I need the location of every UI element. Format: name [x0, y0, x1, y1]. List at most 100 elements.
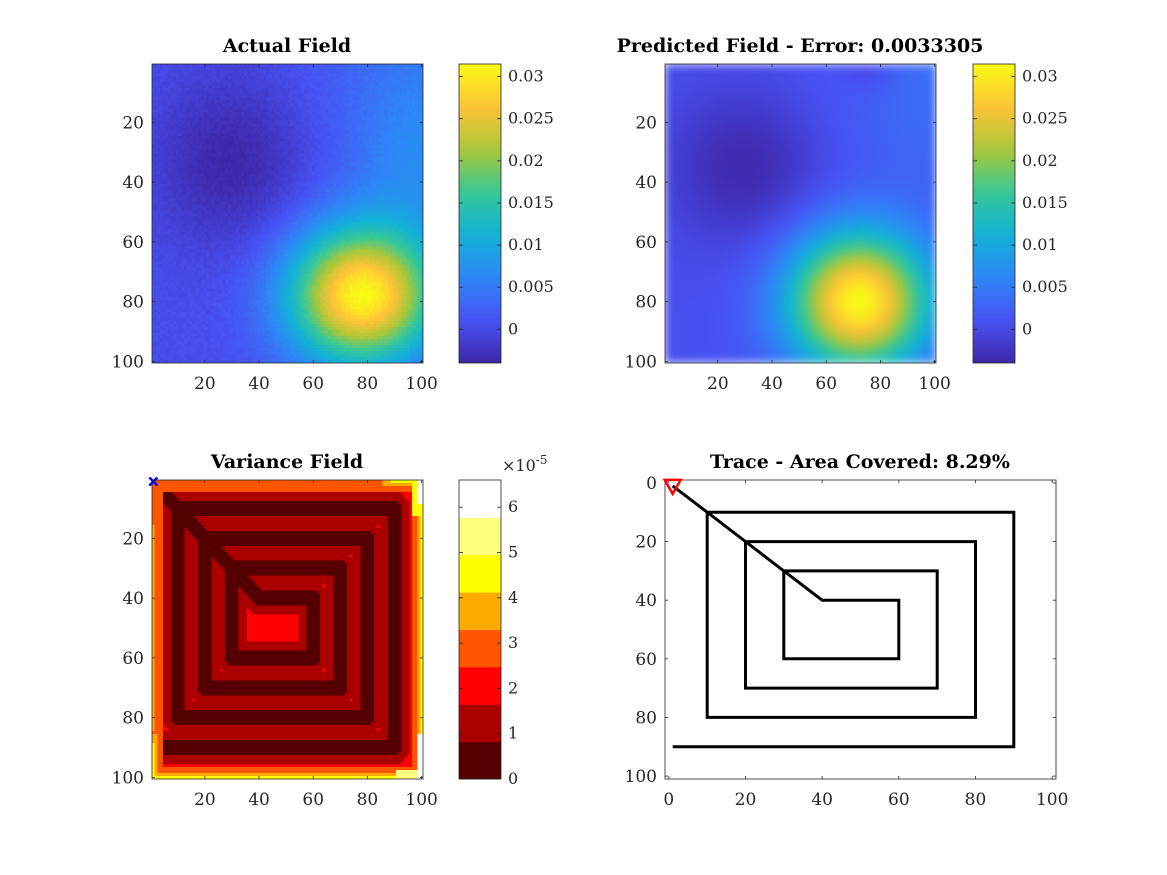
x-tick-label: 60 [302, 374, 324, 394]
x-tick-label: 0 [663, 790, 674, 810]
y-tick-label: 80 [122, 709, 144, 729]
start-marker-x [148, 476, 159, 487]
y-tick-label: 20 [122, 529, 144, 549]
x-tick-label: 80 [965, 790, 987, 810]
y-tick-label: 20 [122, 113, 144, 133]
colorbar-gradient [973, 64, 1015, 363]
heatmap-actual [152, 64, 423, 363]
colorbar-tick-label: 0.02 [1022, 151, 1058, 170]
x-tick-label: 100 [405, 790, 437, 810]
x-tick-label: 60 [302, 790, 324, 810]
x-tick-label: 20 [707, 374, 729, 394]
colorbar-level [459, 592, 501, 630]
x-tick-label: 80 [357, 790, 379, 810]
heatmap-variance [148, 476, 423, 779]
colorbar-actual: 0 0.005 0.01 0.015 0.02 0.025 0.03 [458, 63, 554, 364]
colorbar-tick-label: 0.03 [1022, 67, 1058, 86]
colorbar-level [459, 554, 501, 593]
y-tick-label: 40 [122, 173, 144, 193]
trace-line [671, 484, 1016, 749]
axes-variance: 20 40 60 80 100 20 40 60 80 100 [112, 480, 438, 810]
y-tick-label: 20 [635, 113, 657, 133]
chart-title: Trace - Area Covered: 8.29% [710, 451, 1010, 473]
colorbar-level [459, 517, 501, 556]
x-tick-label: 40 [761, 374, 783, 394]
panel-actual-field: Actual Field 20 40 60 80 100 20 40 60 80 100 0 0.0… [112, 35, 554, 394]
colorbar-tick-label: 3 [508, 633, 518, 652]
plot-frame [151, 63, 424, 364]
y-tick-label: 80 [122, 293, 144, 313]
colorbar-tick-label: 0.02 [508, 151, 544, 170]
colorbar-tick-label: 0.025 [1022, 109, 1068, 128]
colorbar-tick-label: 2 [508, 678, 518, 697]
x-tick-label: 100 [1036, 790, 1068, 810]
colorbar-tick-label: 0.005 [508, 277, 554, 296]
colorbar-tick-label: 1 [508, 724, 518, 743]
colorbar-level [459, 741, 501, 780]
colorbar-level [459, 666, 501, 705]
colorbar-tick-label: 0 [1022, 319, 1032, 338]
panel-trace: Trace - Area Covered: 8.29% 0 20 40 60 80 100… [625, 451, 1069, 810]
y-tick-label: 100 [112, 353, 144, 373]
axes-actual: 20 40 60 80 100 20 40 60 80 100 [112, 64, 438, 394]
colorbar-tick-label: 0.005 [1022, 277, 1068, 296]
heatmap-image [152, 480, 423, 779]
colorbar-level [459, 480, 501, 518]
colorbar-level [459, 704, 501, 743]
x-tick-label: 60 [888, 790, 910, 810]
y-tick-label: 100 [625, 767, 657, 787]
x-tick-label: 100 [405, 374, 437, 394]
colorbar-tick-label: 0.03 [508, 67, 544, 86]
y-tick-label: 80 [635, 708, 657, 728]
panel-predicted-field: Predicted Field - Error: 0.0033305 20 40 6… [617, 35, 1068, 394]
colorbar-tick-label: 0.01 [508, 235, 544, 254]
x-tick-label: 20 [735, 790, 757, 810]
x-tick-label: 20 [194, 790, 216, 810]
plot-frame [664, 63, 937, 364]
x-tick-label: 60 [815, 374, 837, 394]
colorbar-tick-label: 0 [508, 319, 518, 338]
y-tick-label: 60 [635, 650, 657, 670]
y-tick-label: 100 [625, 353, 657, 373]
colorbar-frame [458, 479, 502, 780]
colorbar-gradient [459, 64, 501, 363]
start-marker-triangle [662, 478, 683, 497]
heatmap-predicted [665, 64, 936, 363]
y-tick-label: 60 [122, 649, 144, 669]
chart-title: Variance Field [210, 451, 363, 473]
colorbar-tick-label: 0.015 [508, 193, 554, 212]
y-tick-label: 40 [635, 591, 657, 611]
colorbar-tick-label: 0 [508, 769, 518, 788]
x-tick-label: 40 [248, 374, 270, 394]
y-tick-label: 40 [635, 173, 657, 193]
heatmap-image [665, 64, 936, 363]
colorbar-variance: 0 1 2 3 4 5 6 [458, 479, 518, 788]
y-tick-label: 60 [122, 233, 144, 253]
x-tick-label: 100 [918, 374, 950, 394]
heatmap-image [152, 64, 423, 363]
x-tick-label: 40 [811, 790, 833, 810]
colorbar-level [459, 629, 501, 668]
chart-title: Actual Field [222, 35, 351, 57]
x-tick-label: 80 [870, 374, 892, 394]
trace-plot [662, 478, 1016, 749]
colorbar-tick-label: 0.01 [1022, 235, 1058, 254]
y-tick-label: 60 [635, 233, 657, 253]
y-tick-label: 40 [122, 589, 144, 609]
panel-variance-field: Variance Field 20 40 60 80 100 20 40 60 80 100 0 1… [112, 451, 548, 810]
x-tick-label: 20 [194, 374, 216, 394]
y-tick-label: 20 [635, 533, 657, 553]
y-tick-label: 80 [635, 293, 657, 313]
colorbar-tick-label: 5 [508, 542, 518, 561]
colorbar-predicted: 0 0.005 0.01 0.015 0.02 0.025 0.03 [972, 63, 1068, 364]
chart-title: Predicted Field - Error: 0.0033305 [617, 35, 984, 57]
y-tick-label: 0 [646, 474, 657, 494]
colorbar-frame [972, 63, 1016, 364]
colorbar-tick-label: 0.025 [508, 109, 554, 128]
axes-predicted: 20 40 60 80 100 20 40 60 80 100 [625, 64, 951, 394]
axes-trace: 0 20 40 60 80 100 0 20 40 60 80 100 [625, 474, 1069, 810]
colorbar-tick-label: 6 [508, 497, 518, 516]
plot-frame [151, 479, 424, 780]
